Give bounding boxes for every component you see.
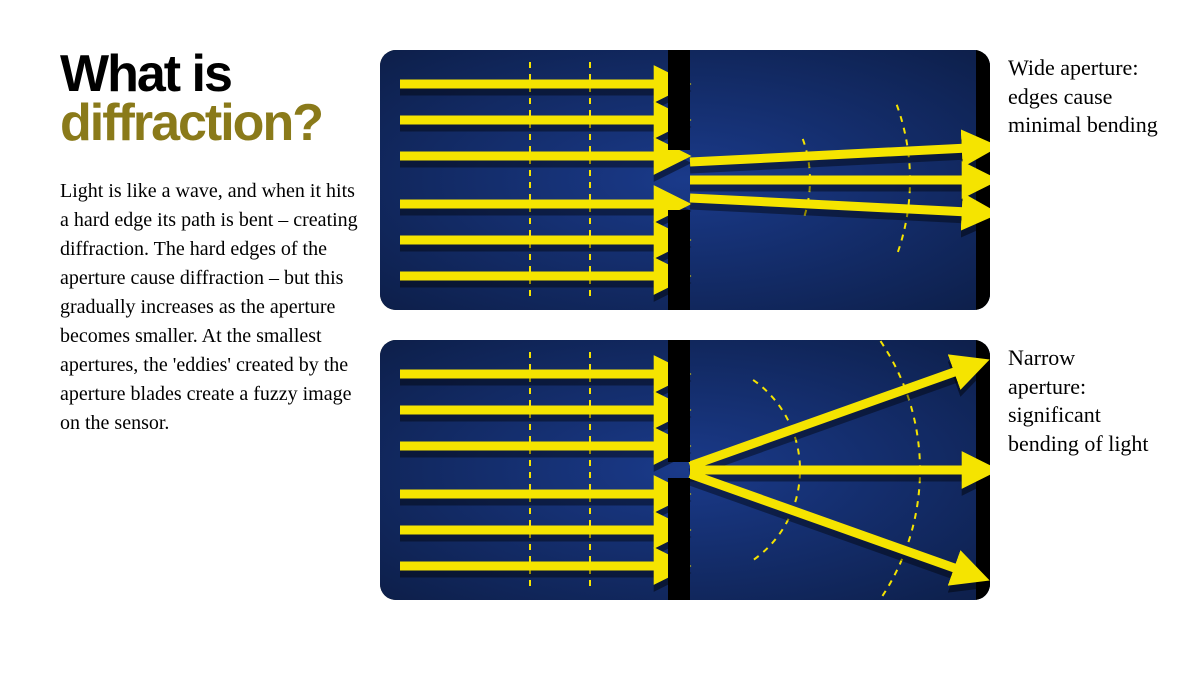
narrow-aperture-svg bbox=[380, 340, 990, 600]
diagram-column: Wide aperture: edges cause minimal bendi… bbox=[380, 50, 1170, 635]
wide-aperture-panel bbox=[380, 50, 990, 310]
narrow-aperture-caption: Narrow aperture: significant bending of … bbox=[1008, 340, 1158, 458]
wide-aperture-row: Wide aperture: edges cause minimal bendi… bbox=[380, 50, 1170, 310]
title-line-2: diffraction? bbox=[60, 99, 360, 148]
infographic-root: What is diffraction? Light is like a wav… bbox=[0, 0, 1200, 675]
body-paragraph: Light is like a wave, and when it hits a… bbox=[60, 177, 360, 438]
narrow-aperture-row: Narrow aperture: significant bending of … bbox=[380, 340, 1170, 600]
wide-aperture-svg bbox=[380, 50, 990, 310]
narrow-aperture-panel bbox=[380, 340, 990, 600]
title-line-1: What is bbox=[60, 50, 360, 99]
wide-aperture-caption: Wide aperture: edges cause minimal bendi… bbox=[1008, 50, 1158, 140]
text-column: What is diffraction? Light is like a wav… bbox=[60, 50, 380, 635]
